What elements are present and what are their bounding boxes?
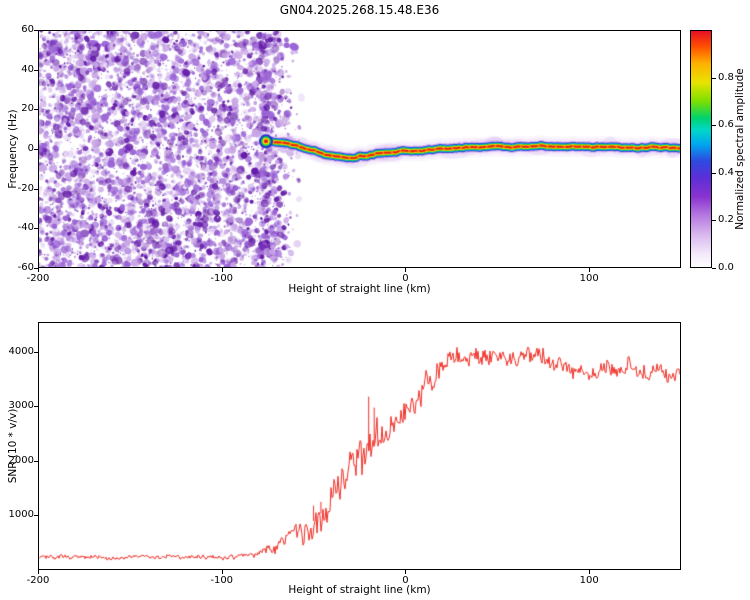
colorbar-canvas: [690, 30, 712, 268]
y-tick-mark: [34, 515, 38, 517]
colorbar-tick-mark: [712, 268, 716, 269]
x-tick-label: -200: [26, 273, 50, 284]
colorbar-tick-label: 0.6: [718, 119, 734, 131]
colorbar-label: Normalized spectral amplitude: [734, 68, 746, 230]
y-tick-label: 2000: [8, 454, 34, 466]
y-tick-label: 20: [21, 103, 34, 115]
colorbar-tick-mark: [712, 220, 716, 222]
colorbar-tick-mark: [712, 125, 716, 127]
snr-xlabel: Height of straight line (km): [288, 584, 431, 596]
x-tick-mark: [221, 570, 223, 574]
x-tick-label: 100: [579, 273, 599, 284]
x-tick-mark: [405, 268, 407, 272]
x-tick-label: 0: [402, 575, 409, 586]
x-tick-mark: [38, 570, 39, 574]
y-tick-mark: [34, 149, 38, 150]
y-tick-label: -40: [17, 222, 34, 234]
y-tick-mark: [34, 268, 38, 269]
y-tick-label: -60: [17, 262, 34, 273]
colorbar-tick-mark: [712, 172, 716, 174]
x-tick-label: -100: [210, 273, 234, 284]
y-tick-mark: [34, 406, 38, 408]
y-tick-label: 3000: [8, 400, 34, 412]
x-tick-mark: [38, 268, 39, 272]
y-tick-mark: [34, 188, 38, 190]
figure-title: GN04.2025.268.15.48.E36: [279, 3, 440, 17]
x-tick-mark: [589, 268, 591, 272]
y-tick-label: -20: [17, 182, 34, 194]
y-tick-mark: [34, 460, 38, 462]
colorbar-tick-label: 0.4: [718, 166, 734, 178]
colorbar-tick-label: 0.8: [718, 71, 734, 83]
y-tick-label: 0: [27, 143, 34, 154]
x-tick-mark: [405, 570, 407, 574]
y-tick-label: 40: [21, 63, 34, 75]
colorbar-tick-label: 0.0: [718, 262, 734, 273]
x-tick-label: 0: [402, 273, 409, 284]
spectrogram-xlabel: Height of straight line (km): [288, 283, 431, 295]
x-tick-label: -200: [26, 575, 50, 586]
snr-canvas: [38, 322, 681, 570]
colorbar-tick-label: 0.2: [718, 214, 734, 226]
x-tick-label: 100: [579, 575, 599, 586]
y-tick-mark: [34, 228, 38, 230]
y-tick-mark: [34, 69, 38, 71]
colorbar-tick-mark: [712, 77, 716, 79]
y-tick-mark: [34, 109, 38, 111]
y-tick-mark: [34, 351, 38, 353]
x-tick-label: -100: [210, 575, 234, 586]
y-tick-label: 4000: [8, 345, 34, 357]
y-tick-label: 1000: [8, 509, 34, 521]
spectrogram-canvas: [38, 30, 681, 268]
y-tick-label: 60: [21, 24, 34, 35]
x-tick-mark: [589, 570, 591, 574]
y-tick-mark: [34, 30, 38, 31]
x-tick-mark: [221, 268, 223, 272]
snr-ylabel: SNR (10 * v/v): [7, 408, 19, 484]
